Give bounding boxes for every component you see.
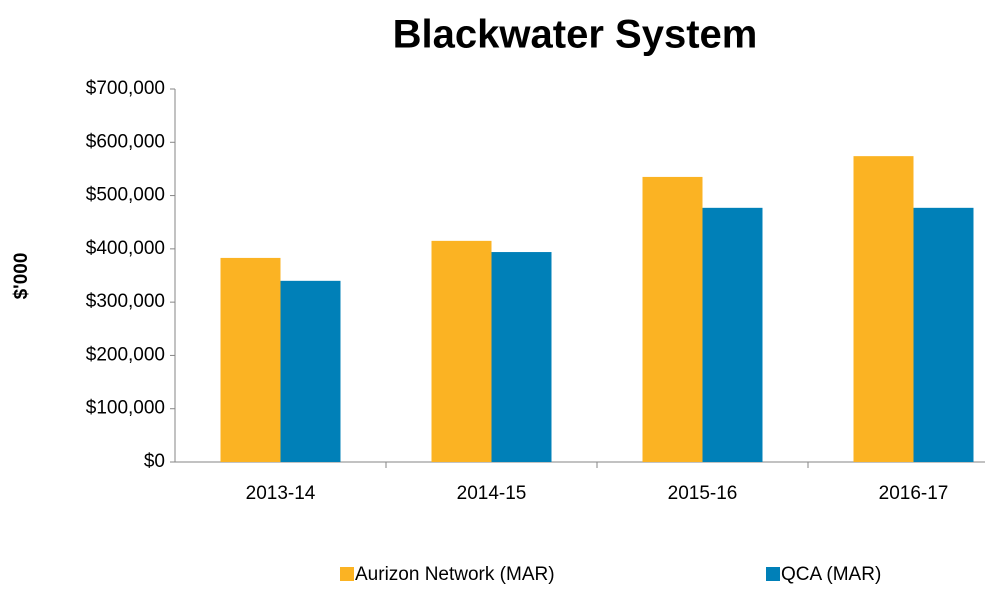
legend-label: Aurizon Network (MAR) bbox=[355, 564, 555, 585]
legend-swatch bbox=[340, 567, 354, 581]
x-tick-label: 2016-17 bbox=[879, 483, 949, 504]
y-tick-label: $100,000 bbox=[86, 398, 165, 419]
x-tick-label: 2014-15 bbox=[457, 483, 527, 504]
y-tick-label: $300,000 bbox=[86, 291, 165, 312]
y-tick-label: $400,000 bbox=[86, 238, 165, 259]
y-tick-label: $200,000 bbox=[86, 344, 165, 365]
bar bbox=[853, 156, 914, 462]
bar bbox=[220, 257, 281, 462]
x-tick-label: 2013-14 bbox=[246, 483, 316, 504]
bar bbox=[431, 240, 492, 462]
bar bbox=[702, 207, 763, 462]
y-tick-label: $600,000 bbox=[86, 131, 165, 152]
bar bbox=[642, 176, 703, 462]
x-tick-label: 2015-16 bbox=[668, 483, 738, 504]
chart-title: Blackwater System bbox=[393, 13, 758, 57]
legend-label: QCA (MAR) bbox=[781, 564, 881, 585]
bar bbox=[280, 280, 341, 462]
y-axis-label: $'000 bbox=[11, 253, 32, 300]
bar bbox=[491, 252, 552, 462]
y-tick-label: $700,000 bbox=[86, 78, 165, 99]
bar bbox=[913, 207, 974, 462]
legend-swatch bbox=[766, 567, 780, 581]
y-tick-label: $500,000 bbox=[86, 185, 165, 206]
y-tick-label: $0 bbox=[144, 451, 165, 472]
